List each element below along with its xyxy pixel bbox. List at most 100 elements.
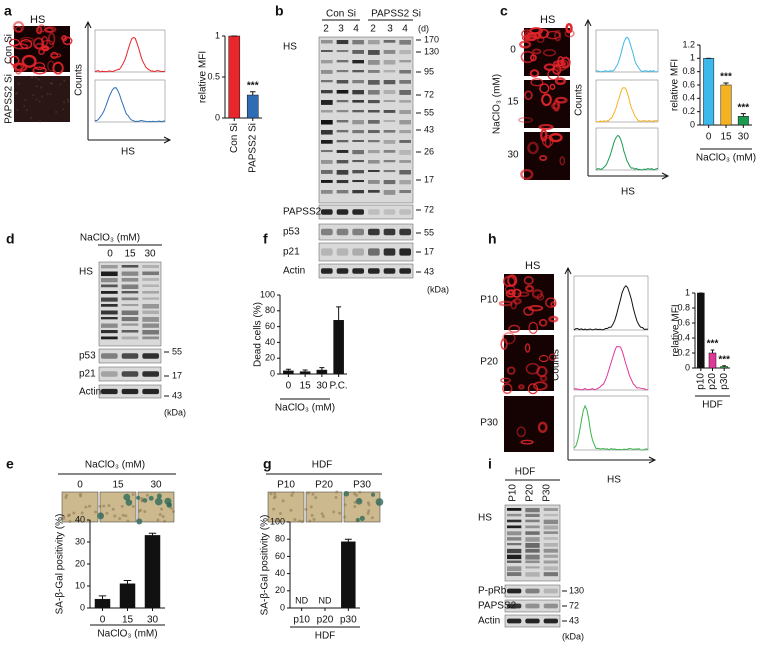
band — [101, 388, 118, 395]
cell — [498, 300, 513, 307]
error-bar — [740, 113, 746, 117]
stain — [97, 512, 105, 520]
band — [383, 100, 396, 103]
band — [321, 170, 333, 174]
cell — [314, 496, 318, 500]
x-tick-label: p30 — [719, 373, 730, 390]
annotation: *** — [737, 102, 749, 113]
band — [321, 268, 333, 274]
cell — [518, 117, 534, 123]
band — [383, 209, 396, 215]
band — [399, 90, 411, 95]
row-label: HS — [478, 513, 492, 524]
marker-label: 43 — [569, 615, 579, 625]
axis-label: HS — [621, 187, 635, 198]
band — [399, 248, 411, 256]
blot — [318, 242, 414, 262]
row-label: p21 — [283, 247, 300, 258]
band — [383, 40, 396, 43]
band — [336, 40, 349, 45]
band — [352, 190, 364, 194]
annotation: *** — [707, 339, 719, 350]
stain — [166, 502, 172, 508]
cell — [533, 31, 542, 40]
histogram-curve — [573, 346, 649, 391]
band — [383, 180, 396, 185]
image-title: HS — [525, 260, 540, 272]
row-label: PAPSS2 — [478, 601, 517, 612]
cell — [508, 324, 521, 333]
cell — [502, 383, 513, 395]
band — [321, 209, 333, 215]
y-tick-label: 30 — [75, 536, 85, 546]
band — [352, 120, 364, 125]
row-label: HS — [79, 267, 93, 278]
marker-label: 95 — [424, 66, 434, 76]
cell — [77, 518, 81, 522]
y-tick-label: 20 — [275, 585, 285, 595]
y-tick-label: 100 — [260, 289, 275, 299]
cell — [564, 29, 575, 38]
cell — [539, 354, 549, 363]
group-label: PAPSS2 Si — [371, 9, 421, 20]
stain — [123, 493, 131, 501]
bar — [299, 371, 311, 375]
y-tick-label: 20 — [265, 353, 275, 363]
cell — [289, 508, 293, 512]
band — [121, 317, 139, 322]
band — [121, 388, 139, 395]
axis-label: Counts — [74, 64, 85, 96]
cell — [138, 508, 142, 512]
histogram-curve — [595, 87, 658, 123]
x-tick-label: Con Si — [229, 123, 240, 153]
marker-label: 43 — [172, 390, 182, 400]
unit-label: (kDa) — [562, 631, 584, 641]
row-label: p21 — [79, 369, 96, 380]
cell — [525, 284, 535, 293]
lane-label: 4 — [402, 24, 408, 35]
band — [121, 371, 139, 377]
band — [142, 310, 159, 315]
cell — [105, 511, 109, 515]
x-tick-label: 0 — [706, 132, 712, 143]
band — [336, 60, 349, 63]
band — [321, 70, 333, 74]
band — [383, 90, 396, 94]
band — [352, 60, 364, 64]
bar — [316, 369, 328, 375]
band — [321, 100, 333, 105]
bar — [341, 541, 356, 609]
y-tick-label: 0 — [215, 112, 220, 122]
histogram-curve — [94, 87, 166, 123]
cell — [111, 507, 115, 511]
band — [543, 560, 558, 564]
cell — [367, 509, 371, 513]
band — [336, 130, 349, 133]
band — [336, 209, 349, 215]
cell — [8, 38, 20, 47]
band — [101, 336, 118, 340]
band — [321, 90, 333, 94]
band — [352, 150, 364, 155]
x-tick-label: p10 — [293, 615, 310, 626]
cell — [520, 168, 534, 181]
cell — [269, 492, 273, 496]
cell — [160, 507, 164, 511]
cell — [33, 37, 45, 50]
texture — [37, 78, 40, 81]
band — [121, 310, 139, 315]
stain — [136, 518, 143, 525]
cell — [61, 35, 68, 42]
marker-label: 72 — [424, 204, 434, 214]
cell — [531, 48, 542, 55]
blot — [504, 599, 561, 613]
y-axis-label: SA-β-Gal positivity (%) — [260, 515, 271, 616]
histogram-curve — [573, 404, 649, 451]
row-label: 0 — [510, 45, 516, 56]
cell — [542, 49, 557, 57]
cell — [544, 137, 552, 149]
texture — [31, 76, 34, 79]
band — [321, 50, 333, 53]
cell — [552, 60, 567, 67]
band — [507, 572, 522, 577]
